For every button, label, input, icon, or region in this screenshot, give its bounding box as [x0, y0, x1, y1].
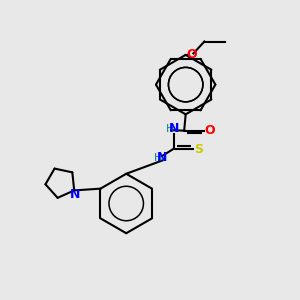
Text: N: N [70, 188, 80, 201]
Text: H: H [154, 153, 162, 163]
Text: H: H [165, 124, 174, 134]
Text: S: S [194, 142, 203, 156]
Text: O: O [204, 124, 215, 136]
Text: N: N [157, 151, 168, 164]
Text: O: O [186, 48, 197, 61]
Text: N: N [169, 122, 179, 135]
